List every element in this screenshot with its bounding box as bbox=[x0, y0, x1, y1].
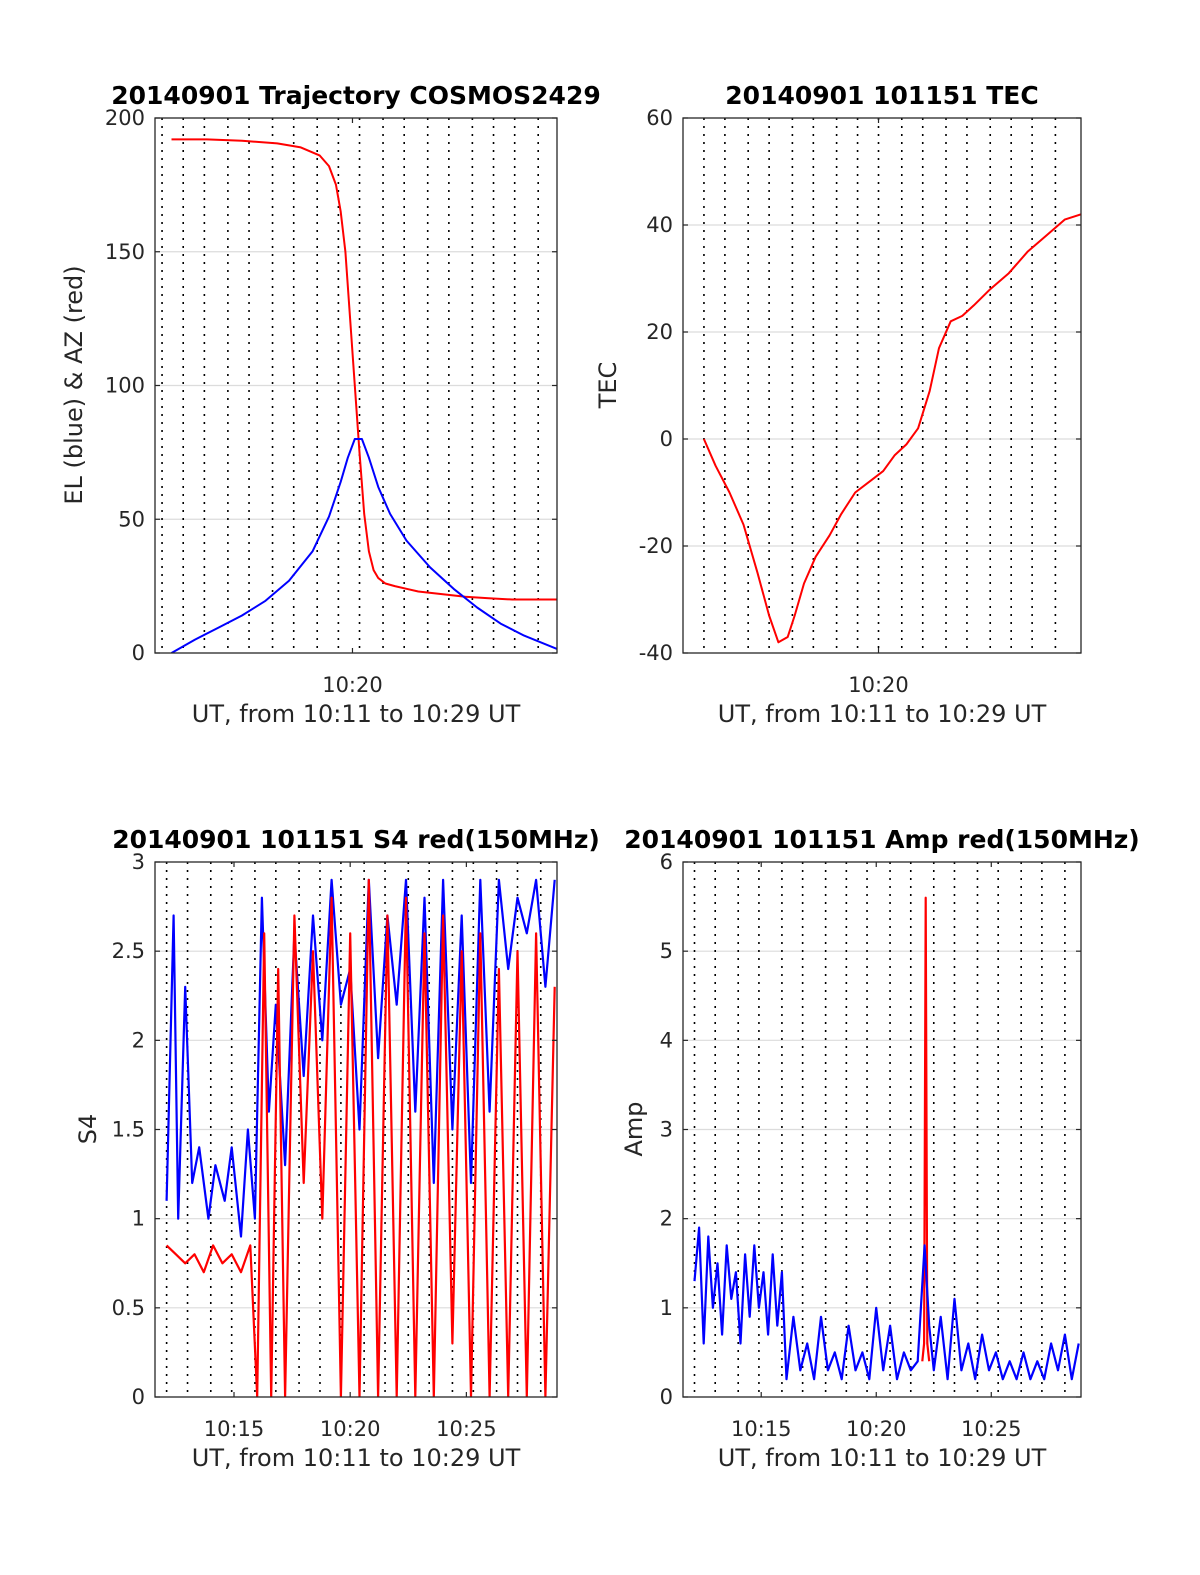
y-tick-label: 0 bbox=[132, 641, 145, 665]
y-tick-label: 2 bbox=[660, 1207, 673, 1231]
y-tick-label: 40 bbox=[646, 213, 673, 237]
axes-frame bbox=[682, 117, 1082, 654]
y-axis-label: Amp bbox=[620, 1101, 648, 1156]
y-tick-label: 2 bbox=[132, 1028, 145, 1052]
y-tick-label: -40 bbox=[639, 641, 673, 665]
series-blue-line bbox=[171, 438, 557, 653]
y-tick-label: -20 bbox=[639, 534, 673, 558]
chart-title: 20140901 101151 S4 red(150MHz) bbox=[112, 825, 600, 854]
x-tick-label: 10:20 bbox=[320, 1417, 381, 1441]
y-tick-label: 3 bbox=[660, 1118, 673, 1142]
chart-tec: -40 -20 0 20 40 60 10:20 20140901 101151 TEC UT,… bbox=[594, 81, 1082, 728]
y-tick-label: 50 bbox=[118, 507, 145, 531]
y-tick-label: 20 bbox=[646, 320, 673, 344]
y-tick-label: 5 bbox=[660, 939, 673, 963]
x-tick-label: 10:20 bbox=[848, 673, 909, 697]
plot-area bbox=[683, 118, 1081, 653]
y-tick-label: 6 bbox=[660, 850, 673, 874]
chart-title: 20140901 Trajectory COSMOS2429 bbox=[111, 81, 601, 110]
chart-s4: 0 0.5 1 1.5 2 2.5 3 10:15 10:20 10:25 20140901 101… bbox=[74, 825, 600, 1472]
y-tick-label: 60 bbox=[646, 106, 673, 130]
x-axis-label: UT, from 10:11 to 10:29 UT bbox=[192, 1444, 521, 1472]
x-axis-label: UT, from 10:11 to 10:29 UT bbox=[718, 700, 1047, 728]
y-tick-label: 1 bbox=[132, 1207, 145, 1231]
y-axis-label: S4 bbox=[74, 1114, 102, 1145]
series-red-line bbox=[171, 138, 557, 601]
chart-title: 20140901 101151 TEC bbox=[725, 81, 1038, 110]
x-tick-label: 10:20 bbox=[846, 1417, 907, 1441]
series-blue-line bbox=[693, 1226, 1080, 1381]
x-tick-label: 10:15 bbox=[204, 1417, 265, 1441]
y-tick-label: 0 bbox=[660, 1385, 673, 1409]
y-tick-label: 200 bbox=[105, 106, 145, 130]
y-axis-label: EL (blue) & AZ (red) bbox=[60, 265, 88, 504]
y-tick-label: 0 bbox=[660, 427, 673, 451]
series-red-line bbox=[702, 213, 1081, 644]
x-axis-label: UT, from 10:11 to 10:29 UT bbox=[718, 1444, 1047, 1472]
y-tick-label: 3 bbox=[132, 850, 145, 874]
y-tick-label: 4 bbox=[660, 1028, 673, 1052]
series-red-line bbox=[165, 878, 556, 1397]
y-tick-label: 1.5 bbox=[112, 1118, 145, 1142]
x-tick-label: 10:15 bbox=[731, 1417, 792, 1441]
chart-amp: 0 1 2 3 4 5 6 10:15 10:20 10:25 20140901 101151 Am… bbox=[620, 825, 1140, 1472]
y-tick-label: 1 bbox=[660, 1296, 673, 1320]
y-axis-label: TEC bbox=[594, 362, 622, 410]
y-tick-label: 0 bbox=[132, 1385, 145, 1409]
y-tick-label: 0.5 bbox=[112, 1296, 145, 1320]
series-red-line bbox=[921, 896, 931, 1362]
chart-title: 20140901 101151 Amp red(150MHz) bbox=[624, 825, 1140, 854]
series-blue-line bbox=[165, 878, 556, 1238]
x-tick-label: 10:25 bbox=[961, 1417, 1022, 1441]
x-tick-label: 10:25 bbox=[436, 1417, 497, 1441]
x-tick-label: 10:20 bbox=[322, 673, 383, 697]
y-tick-label: 2.5 bbox=[112, 939, 145, 963]
chart-trajectory: 0 50 100 150 200 10:20 20140901 Trajectory COS… bbox=[60, 81, 601, 728]
y-tick-label: 150 bbox=[105, 240, 145, 264]
x-axis-label: UT, from 10:11 to 10:29 UT bbox=[192, 700, 521, 728]
y-tick-label: 100 bbox=[105, 374, 145, 398]
